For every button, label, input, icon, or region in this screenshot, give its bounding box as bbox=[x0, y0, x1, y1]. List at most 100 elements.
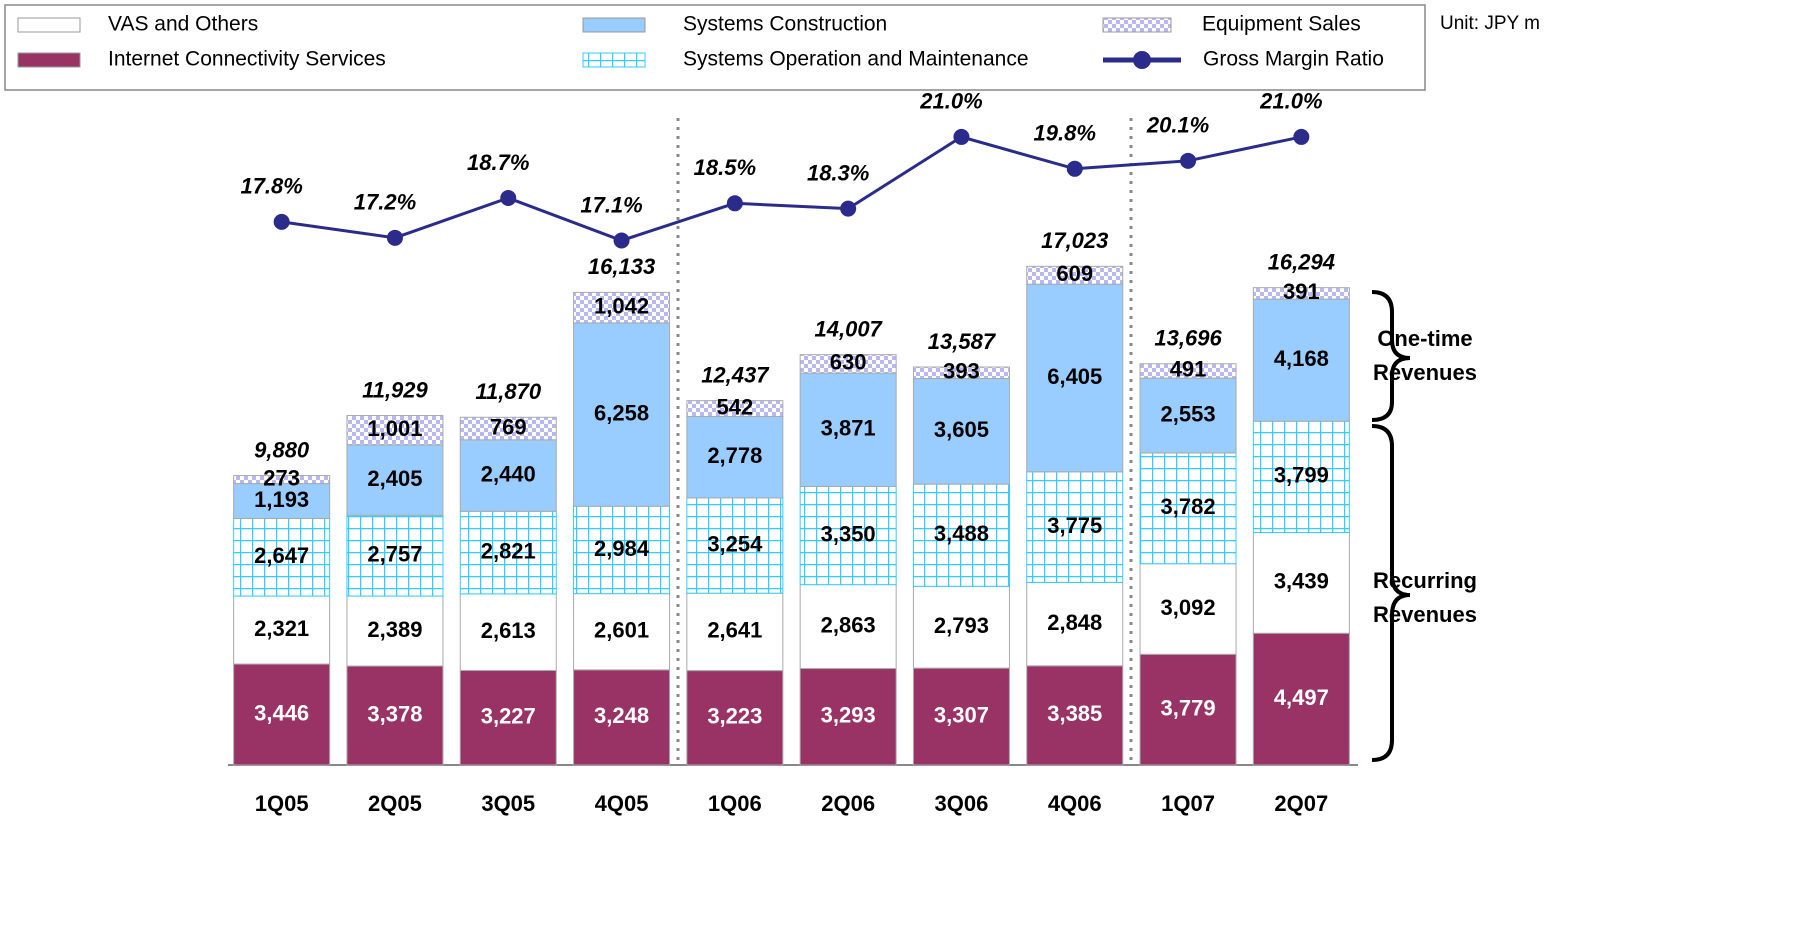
line-marker bbox=[953, 128, 970, 145]
bar-value-label: 1,042 bbox=[594, 293, 649, 318]
bar-value-label: 2,613 bbox=[481, 618, 536, 643]
line-value-label: 19.8% bbox=[1034, 121, 1096, 146]
bar-value-label: 3,385 bbox=[1047, 701, 1102, 726]
legend-swatch bbox=[582, 17, 646, 33]
line-marker bbox=[273, 213, 290, 230]
bar-segment bbox=[1252, 532, 1350, 634]
bar-value-label: 2,321 bbox=[254, 616, 309, 641]
bar-value-label: 1,193 bbox=[254, 487, 309, 512]
bar-value-label: 3,378 bbox=[367, 701, 422, 726]
annotation: Recurring bbox=[1373, 568, 1477, 593]
total-label: 11,870 bbox=[475, 379, 541, 404]
bar-value-label: 2,863 bbox=[821, 612, 876, 637]
bar-segment bbox=[573, 505, 671, 595]
bar-value-label: 3,782 bbox=[1161, 494, 1216, 519]
bar-segment bbox=[1026, 665, 1124, 766]
bar-segment bbox=[573, 593, 671, 671]
bar-value-label: 2,405 bbox=[367, 466, 422, 491]
bar-segment bbox=[459, 669, 557, 766]
bar-value-label: 3,227 bbox=[481, 704, 536, 729]
bar-segment bbox=[346, 444, 444, 516]
bar-value-label: 3,254 bbox=[707, 531, 763, 556]
bar-value-label: 3,871 bbox=[821, 416, 876, 441]
x-tick-label: 4Q05 bbox=[595, 791, 649, 816]
line-marker bbox=[1293, 128, 1310, 145]
bar-value-label: 542 bbox=[716, 394, 753, 419]
line-value-label: 17.1% bbox=[580, 192, 642, 217]
bar-segment bbox=[573, 291, 671, 324]
bar-value-label: 3,446 bbox=[254, 700, 309, 725]
x-tick-label: 3Q06 bbox=[935, 791, 989, 816]
line-value-label: 18.5% bbox=[694, 155, 756, 180]
annotation: One-time bbox=[1377, 326, 1472, 351]
legend-marker bbox=[1133, 51, 1151, 69]
bar-value-label: 2,641 bbox=[707, 618, 762, 643]
bar-value-label: 1,001 bbox=[367, 416, 422, 441]
bar-segment bbox=[799, 372, 897, 488]
line-value-label: 18.7% bbox=[467, 150, 529, 175]
bar-segment bbox=[1252, 298, 1350, 422]
bar-value-label: 491 bbox=[1170, 357, 1207, 382]
bar-value-label: 3,248 bbox=[594, 703, 649, 728]
bar-value-label: 3,439 bbox=[1274, 569, 1329, 594]
bar-segment bbox=[1026, 283, 1124, 473]
bar-segment bbox=[1252, 632, 1350, 766]
bar-segment bbox=[799, 486, 897, 586]
total-label: 17,023 bbox=[1041, 228, 1108, 253]
total-label: 16,133 bbox=[588, 254, 655, 279]
bar-segment bbox=[912, 378, 1010, 485]
bar-segment bbox=[912, 483, 1010, 587]
bar-segment bbox=[1026, 581, 1124, 667]
line-marker bbox=[726, 195, 743, 212]
line-marker bbox=[500, 189, 517, 206]
bar-segment bbox=[346, 415, 444, 446]
bar-segment bbox=[233, 518, 331, 597]
bar-value-label: 6,258 bbox=[594, 400, 649, 425]
bar-segment bbox=[912, 667, 1010, 766]
brace bbox=[1371, 290, 1411, 422]
total-label: 14,007 bbox=[815, 316, 884, 341]
legend-label: Equipment Sales bbox=[1202, 13, 1361, 36]
total-label: 16,294 bbox=[1268, 249, 1335, 274]
bar-value-label: 3,779 bbox=[1161, 695, 1216, 720]
bar-value-label: 3,223 bbox=[707, 704, 762, 729]
x-tick-label: 2Q07 bbox=[1274, 791, 1328, 816]
total-label: 11,929 bbox=[362, 377, 428, 402]
bar-value-label: 2,778 bbox=[707, 443, 762, 468]
line-marker bbox=[386, 229, 403, 246]
bar-segment bbox=[686, 670, 784, 766]
bar-segment bbox=[799, 668, 897, 766]
x-tick-label: 2Q05 bbox=[368, 791, 422, 816]
bar-segment bbox=[573, 322, 671, 507]
bar-segment bbox=[1026, 471, 1124, 583]
bar-segment bbox=[686, 592, 784, 672]
x-tick-label: 1Q07 bbox=[1161, 791, 1215, 816]
bar-segment bbox=[346, 514, 444, 597]
line-value-label: 18.3% bbox=[807, 160, 869, 185]
bar-value-label: 3,775 bbox=[1047, 513, 1102, 538]
line-marker bbox=[1180, 152, 1197, 169]
legend-swatch bbox=[17, 52, 81, 68]
x-tick-label: 1Q05 bbox=[255, 791, 309, 816]
unit-note: Unit: JPY m bbox=[1440, 13, 1540, 34]
bar-value-label: 2,821 bbox=[481, 538, 536, 563]
bar-value-label: 3,293 bbox=[821, 703, 876, 728]
line-value-label: 21.0% bbox=[1259, 89, 1322, 114]
bar-segment bbox=[1139, 563, 1237, 655]
bar-segment bbox=[573, 669, 671, 766]
bar-segment bbox=[912, 585, 1010, 669]
bar-value-label: 3,605 bbox=[934, 417, 989, 442]
bar-value-label: 3,092 bbox=[1161, 595, 1216, 620]
bar-value-label: 769 bbox=[490, 414, 527, 439]
bar-segment bbox=[459, 510, 557, 595]
bar-segment bbox=[1252, 420, 1350, 534]
bar-segment bbox=[1252, 287, 1350, 300]
legend-label: Internet Connectivity Services bbox=[108, 48, 386, 71]
x-tick-label: 1Q06 bbox=[708, 791, 762, 816]
legend-box bbox=[4, 4, 1426, 91]
bar-segment bbox=[799, 584, 897, 670]
legend-swatch bbox=[17, 17, 81, 33]
bar-value-label: 2,389 bbox=[367, 617, 422, 642]
bar-value-label: 630 bbox=[830, 350, 867, 375]
